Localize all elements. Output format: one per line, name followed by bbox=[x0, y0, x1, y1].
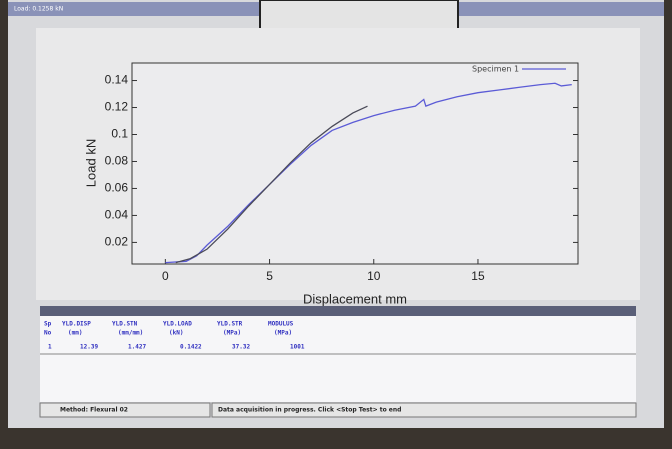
y-tick-label: 0.06 bbox=[105, 181, 129, 195]
series-line bbox=[175, 105, 368, 264]
status-message: Data acquisition in progress. Click <Sto… bbox=[218, 407, 401, 414]
series-line bbox=[165, 82, 572, 264]
column-unit: (mm/mm) bbox=[118, 330, 143, 337]
cell: 1 bbox=[48, 344, 52, 351]
cell: 0.1422 bbox=[180, 344, 202, 351]
method: Method: Flexural 02 bbox=[60, 407, 128, 414]
column-name: YLD.LOAD bbox=[163, 321, 192, 328]
column-unit: (MPa) bbox=[274, 330, 292, 337]
y-axis-label: Load kN bbox=[83, 139, 98, 187]
y-tick-label: 0.1 bbox=[111, 127, 128, 141]
column-unit: (MPa) bbox=[223, 330, 241, 337]
cell: 1.427 bbox=[128, 344, 146, 351]
column-unit: (mm) bbox=[68, 330, 82, 337]
column-name: MODULUS bbox=[268, 321, 294, 328]
cell: 12.39 bbox=[80, 344, 98, 351]
x-tick-label: 0 bbox=[162, 269, 169, 283]
cell: 1001 bbox=[290, 344, 305, 351]
x-tick-label: 5 bbox=[266, 269, 273, 283]
y-tick-label: 0.02 bbox=[105, 235, 129, 249]
x-tick-label: 10 bbox=[367, 269, 381, 283]
x-axis-label: Displacement mm bbox=[303, 291, 407, 306]
y-tick-label: 0.12 bbox=[105, 100, 129, 114]
column-name: YLD.STR bbox=[217, 321, 243, 328]
results-table bbox=[40, 316, 636, 402]
y-tick-label: 0.14 bbox=[105, 73, 129, 87]
column-unit: No bbox=[44, 330, 52, 337]
column-name: YLD.DISP bbox=[62, 321, 91, 328]
top-bar-text: Load: 0.1258 kN bbox=[14, 6, 63, 13]
column-unit: (kN) bbox=[169, 330, 183, 337]
legend-label: Specimen 1 bbox=[472, 65, 519, 74]
y-tick-label: 0.08 bbox=[105, 154, 129, 168]
cell: 37.32 bbox=[232, 344, 250, 351]
results-header bbox=[40, 306, 636, 316]
column-name: Sp bbox=[44, 321, 52, 328]
plot-area bbox=[131, 62, 579, 265]
method-box bbox=[39, 402, 211, 418]
column-name: YLD.STN bbox=[112, 321, 138, 328]
y-tick-label: 0.04 bbox=[105, 208, 129, 222]
x-tick-label: 15 bbox=[471, 269, 485, 283]
message-box bbox=[211, 402, 637, 418]
